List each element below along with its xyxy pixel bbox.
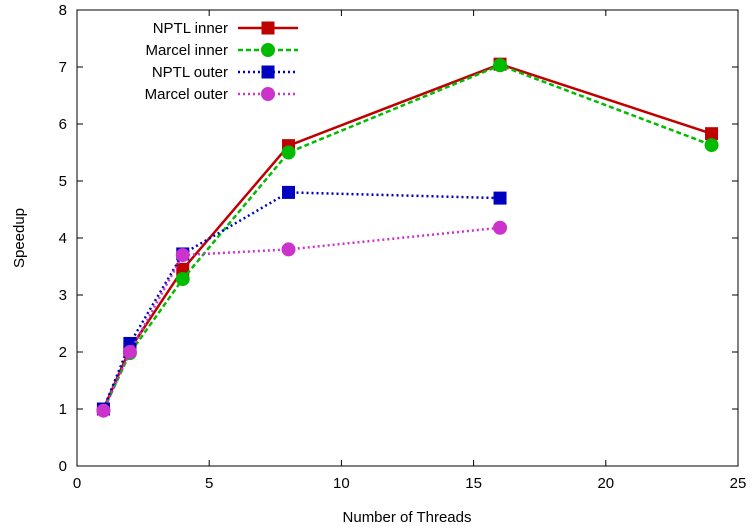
data-point-nptl-outer: [282, 185, 296, 199]
legend: NPTL inner Marcel inner NPTL outer Marcel o…: [145, 20, 298, 103]
legend-label-nptl-inner: NPTL inner: [153, 20, 228, 37]
x-tick-label: 15: [465, 475, 482, 492]
series-line-marcel-outer: [102, 226, 501, 412]
series-nptl-outer: [96, 185, 507, 416]
data-point-marcel-inner: [704, 138, 719, 153]
x-tick-label: 20: [597, 475, 614, 492]
x-tick-label: 10: [333, 475, 350, 492]
data-point-marcel-inner: [493, 58, 508, 73]
y-tick-label: 2: [59, 344, 67, 361]
y-tick-label: 4: [59, 230, 67, 247]
series-layer: [96, 57, 719, 418]
legend-marker-nptl-outer: [261, 65, 275, 79]
data-point-marcel-outer: [122, 345, 137, 359]
y-tick-label: 6: [59, 116, 67, 133]
legend-marker-marcel-outer: [261, 87, 275, 101]
data-point-marcel-outer: [96, 403, 111, 418]
y-axis-label: Speedup: [11, 208, 28, 268]
legend-label-nptl-outer: NPTL outer: [152, 64, 228, 81]
axis-ticks: 0 5 10 15 20 25 0 1 2 3 4 5 6 7 8: [59, 2, 747, 492]
y-tick-label: 7: [59, 59, 67, 76]
series-line-marcel-inner: [102, 63, 713, 411]
legend-marker-marcel-inner: [261, 43, 275, 57]
data-point-nptl-outer: [493, 191, 507, 205]
y-tick-label: 3: [59, 287, 67, 304]
legend-marker-nptl-inner: [261, 21, 275, 35]
y-tick-label: 0: [59, 458, 67, 475]
x-tick-label: 0: [73, 475, 81, 492]
y-tick-label: 8: [59, 2, 67, 19]
series-marcel-outer: [96, 220, 508, 418]
data-point-marcel-inner: [175, 272, 190, 287]
x-axis-label: Number of Threads: [343, 509, 472, 526]
x-tick-label: 25: [730, 475, 747, 492]
data-point-nptl-inner: [705, 127, 719, 141]
legend-label-marcel-outer: Marcel outer: [145, 86, 228, 103]
data-point-marcel-outer: [493, 220, 508, 235]
y-tick-label: 5: [59, 173, 67, 190]
data-point-marcel-inner: [281, 145, 296, 160]
data-point-marcel-outer: [281, 242, 296, 257]
y-tick-label: 1: [59, 401, 67, 418]
legend-label-marcel-inner: Marcel inner: [145, 42, 228, 59]
x-tick-label: 5: [205, 475, 213, 492]
data-point-marcel-outer: [175, 248, 190, 263]
